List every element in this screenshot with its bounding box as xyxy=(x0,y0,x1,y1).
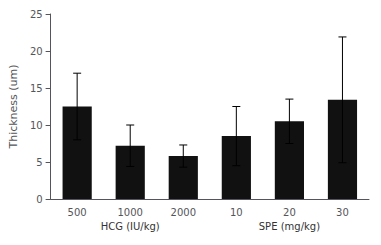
svg-text:Thickness (um): Thickness (um) xyxy=(7,64,20,149)
svg-text:30: 30 xyxy=(336,207,349,218)
svg-text:SPE (mg/kg): SPE (mg/kg) xyxy=(259,221,320,232)
svg-text:15: 15 xyxy=(30,83,43,94)
svg-text:2000: 2000 xyxy=(171,207,196,218)
svg-text:1000: 1000 xyxy=(117,207,142,218)
svg-text:0: 0 xyxy=(36,194,42,205)
svg-text:5: 5 xyxy=(36,157,42,168)
svg-text:20: 20 xyxy=(283,207,296,218)
svg-text:10: 10 xyxy=(30,120,43,131)
svg-text:20: 20 xyxy=(30,46,43,57)
svg-text:25: 25 xyxy=(30,9,43,20)
svg-text:10: 10 xyxy=(230,207,243,218)
svg-text:HCG (IU/kg): HCG (IU/kg) xyxy=(101,221,160,232)
svg-text:500: 500 xyxy=(68,207,87,218)
